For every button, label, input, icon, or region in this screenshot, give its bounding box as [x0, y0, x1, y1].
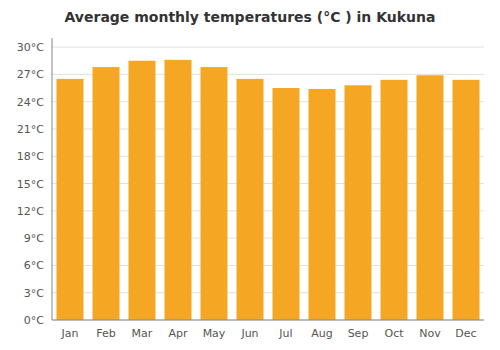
grid-line [52, 47, 484, 48]
x-tick-label: Aug [311, 327, 332, 340]
bar [165, 60, 192, 320]
bar [237, 79, 264, 320]
y-tick-label: 12°C [17, 205, 44, 218]
y-tick-label: 30°C [17, 41, 44, 54]
x-tick-label: Jan [61, 327, 79, 340]
bar [381, 80, 408, 320]
x-tick-label: Oct [384, 327, 404, 340]
bar [309, 89, 336, 320]
chart-container: Average monthly temperatures (°C ) in Ku… [0, 0, 500, 350]
chart: Average monthly temperatures (°C ) in Ku… [0, 0, 500, 350]
x-tick-label: Apr [168, 327, 188, 340]
grid [52, 47, 484, 320]
x-tick-label: Jul [278, 327, 292, 340]
grid-line [52, 320, 484, 321]
bar [129, 61, 156, 320]
y-tick-label: 0°C [24, 314, 44, 327]
bar [417, 75, 444, 320]
x-tick-label: Jun [240, 327, 258, 340]
bars [57, 60, 480, 320]
y-tick-label: 9°C [24, 232, 44, 245]
x-tick-label: Nov [419, 327, 441, 340]
bar [345, 85, 372, 320]
bar [273, 88, 300, 320]
y-tick-label: 6°C [24, 259, 44, 272]
y-tick-label: 3°C [24, 287, 44, 300]
x-tick-label: May [203, 327, 226, 340]
bar [57, 79, 84, 320]
bar [93, 67, 120, 320]
y-tick-label: 21°C [17, 123, 44, 136]
x-tick-label: Mar [132, 327, 153, 340]
y-axis-line [52, 38, 53, 320]
x-axis-line [52, 320, 484, 321]
x-tick-label: Feb [96, 327, 115, 340]
x-tick-label: Dec [455, 327, 476, 340]
title: Average monthly temperatures (°C ) in Ku… [65, 9, 436, 25]
y-tick-label: 27°C [17, 68, 44, 81]
bar [453, 80, 480, 320]
bar [201, 67, 228, 320]
x-tick-label: Sep [348, 327, 369, 340]
y-tick-label: 24°C [17, 96, 44, 109]
y-tick-label: 18°C [17, 150, 44, 163]
y-tick-label: 15°C [17, 178, 44, 191]
